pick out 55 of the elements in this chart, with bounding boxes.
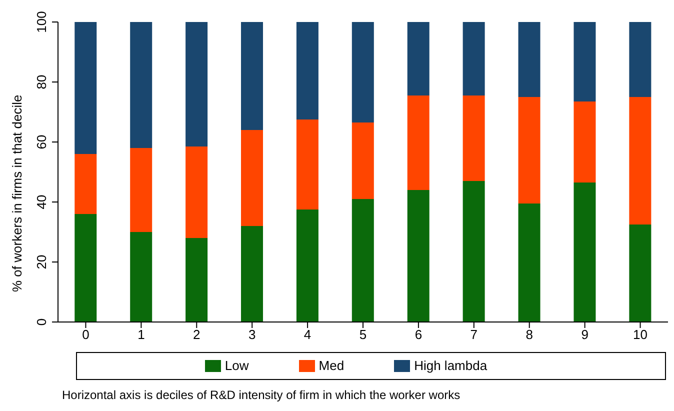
- bar: [130, 232, 152, 322]
- text: Horizontal axis is deciles of R&D intensity of firm in which the worker works: [62, 388, 462, 402]
- x-tick-label: 6: [414, 327, 422, 342]
- bar: [518, 97, 540, 204]
- bar: [130, 148, 152, 232]
- x-tick-label: 8: [526, 327, 533, 342]
- legend-label: Med: [318, 358, 344, 373]
- bar: [462, 96, 485, 181]
- y-tick-label: 100: [34, 11, 49, 33]
- bar: [241, 22, 263, 130]
- bar: [352, 122, 374, 199]
- x-tick-label: 4: [304, 327, 312, 342]
- bar: [629, 22, 652, 97]
- bar: [574, 22, 596, 102]
- x-tick-label: 5: [359, 327, 367, 342]
- bar: [296, 210, 318, 322]
- legend-label: Low: [224, 358, 249, 373]
- bar: [629, 97, 652, 224]
- y-tick-label: 80: [34, 74, 49, 90]
- bar: [462, 22, 485, 96]
- bar: [352, 22, 374, 122]
- y-axis-title: % of workers in firms in that decile: [10, 94, 25, 292]
- bar: [518, 204, 540, 322]
- bar: [462, 181, 485, 322]
- y-tick-label: 0: [34, 318, 49, 326]
- y-tick-label: 20: [34, 254, 49, 270]
- bar: [74, 214, 97, 322]
- bar: [186, 22, 208, 146]
- x-tick-label: 1: [138, 327, 145, 342]
- bar: [629, 224, 652, 322]
- x-tick-label: 0: [82, 327, 90, 342]
- bar: [186, 238, 208, 322]
- x-tick-label: 3: [248, 327, 256, 342]
- y-tick-label: 60: [34, 134, 49, 150]
- bar: [241, 130, 263, 226]
- bar: [296, 22, 318, 120]
- x-tick-label: 9: [581, 327, 588, 342]
- x-tick-label: 10: [633, 327, 648, 342]
- bar: [574, 182, 596, 322]
- bar: [407, 190, 430, 322]
- bar: [74, 154, 97, 214]
- bar: [407, 22, 430, 96]
- bar: [574, 102, 596, 182]
- bar: [74, 22, 97, 154]
- bar: [407, 96, 430, 190]
- bar: [130, 22, 152, 148]
- bar: [241, 226, 263, 322]
- legend-label: High lambda: [414, 358, 488, 373]
- bar: [518, 22, 540, 97]
- bar: [186, 146, 208, 238]
- y-tick-label: 40: [34, 194, 49, 210]
- x-tick-label: 2: [193, 327, 200, 342]
- x-tick-label: 7: [470, 327, 478, 342]
- bar: [352, 199, 374, 322]
- bar: [296, 120, 318, 210]
